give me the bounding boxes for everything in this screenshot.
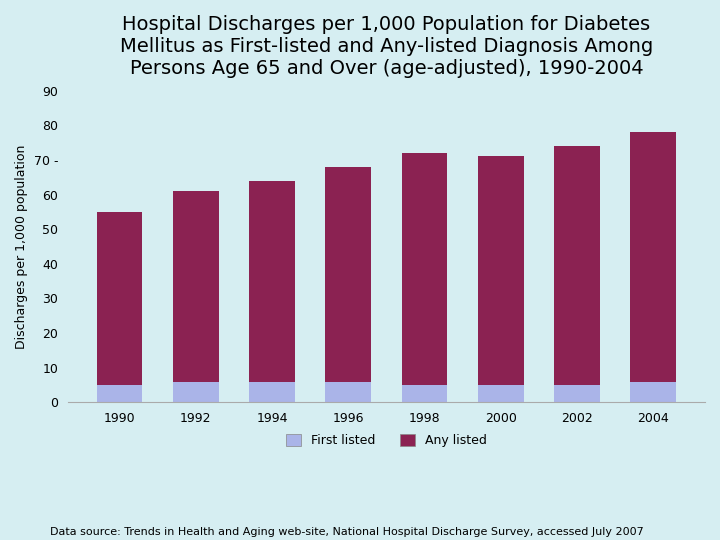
- Y-axis label: Discharges per 1,000 population: Discharges per 1,000 population: [15, 144, 28, 349]
- Bar: [402, 153, 447, 385]
- Bar: [630, 382, 676, 402]
- Bar: [325, 382, 371, 402]
- Bar: [96, 385, 143, 402]
- Bar: [554, 146, 600, 385]
- Bar: [554, 385, 600, 402]
- Bar: [173, 382, 219, 402]
- Legend: First listed, Any listed: First listed, Any listed: [281, 429, 492, 453]
- Bar: [478, 385, 523, 402]
- Bar: [325, 167, 371, 382]
- Bar: [478, 157, 523, 385]
- Title: Hospital Discharges per 1,000 Population for Diabetes
Mellitus as First-listed a: Hospital Discharges per 1,000 Population…: [120, 15, 653, 78]
- Bar: [249, 181, 295, 382]
- Bar: [402, 385, 447, 402]
- Text: Data source: Trends in Health and Aging web-site, National Hospital Discharge Su: Data source: Trends in Health and Aging …: [50, 527, 644, 537]
- Bar: [249, 382, 295, 402]
- Bar: [96, 212, 143, 385]
- Bar: [173, 191, 219, 382]
- Bar: [630, 132, 676, 382]
